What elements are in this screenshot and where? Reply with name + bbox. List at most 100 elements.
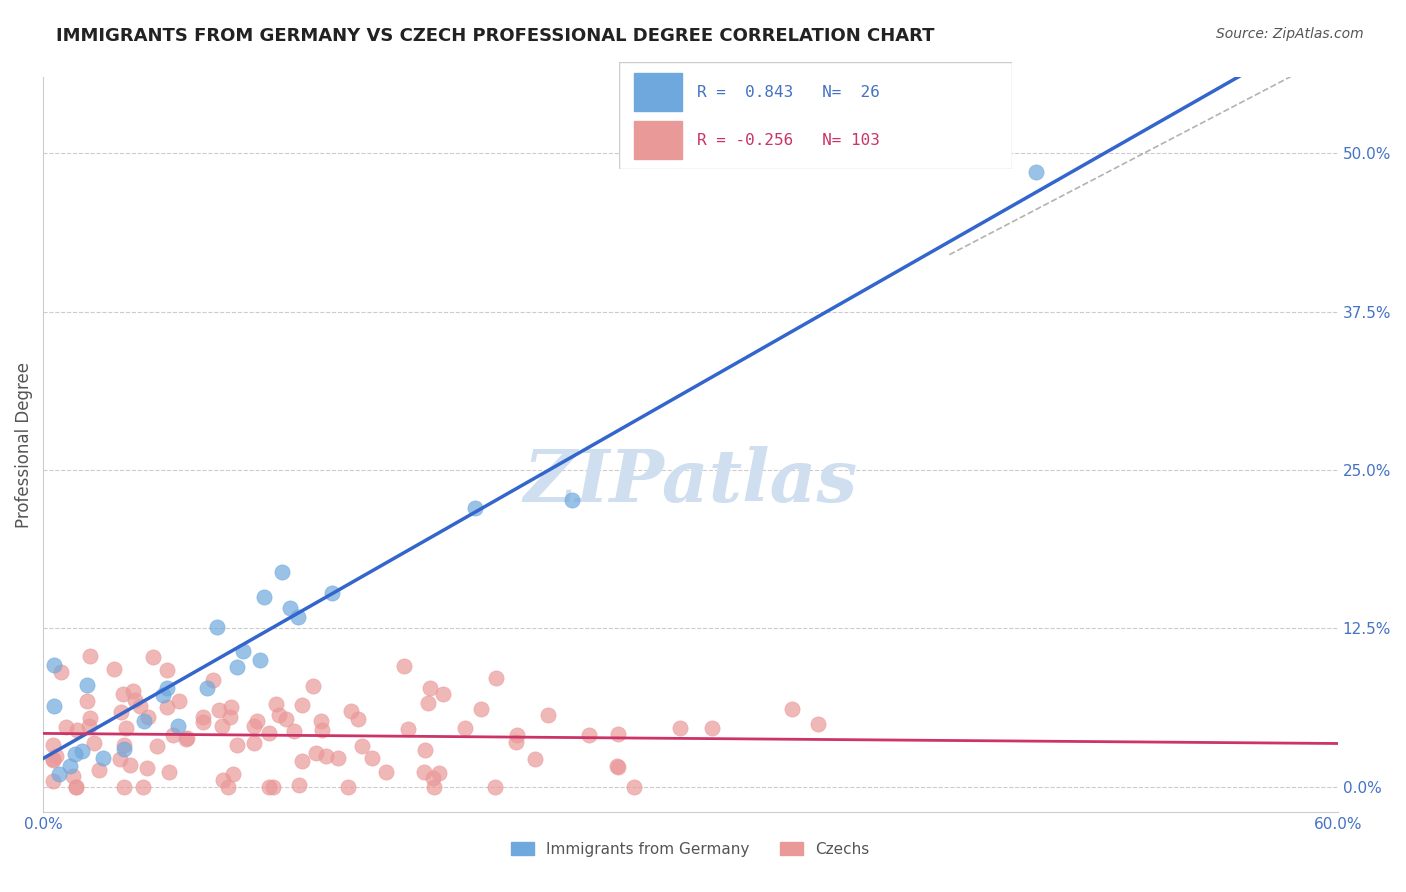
Point xyxy=(131,780,153,794)
Point xyxy=(44,657,66,672)
Point xyxy=(309,714,332,728)
Point xyxy=(524,752,547,766)
Point xyxy=(136,710,159,724)
Point xyxy=(340,704,363,718)
Point xyxy=(262,780,284,794)
Point xyxy=(108,752,131,766)
Point xyxy=(79,711,101,725)
Point xyxy=(103,662,125,676)
Point xyxy=(413,765,436,780)
Point xyxy=(111,687,134,701)
Point xyxy=(375,765,398,780)
Point xyxy=(205,620,228,634)
Point xyxy=(243,719,266,733)
Point xyxy=(42,752,65,766)
Point xyxy=(70,744,93,758)
Point xyxy=(1025,165,1047,179)
Point xyxy=(537,708,560,723)
Point xyxy=(174,732,197,747)
Point xyxy=(77,718,100,732)
Point xyxy=(145,739,167,753)
Point xyxy=(484,780,506,794)
Point xyxy=(346,712,368,726)
Point xyxy=(326,751,349,765)
Point xyxy=(287,778,309,792)
FancyBboxPatch shape xyxy=(634,121,682,159)
Point xyxy=(243,736,266,750)
Point xyxy=(283,723,305,738)
Point xyxy=(76,694,98,708)
Point xyxy=(48,766,70,780)
Text: R = -0.256   N= 103: R = -0.256 N= 103 xyxy=(697,133,880,148)
Point xyxy=(606,758,628,772)
Point xyxy=(464,501,486,516)
Point xyxy=(606,727,628,741)
Point xyxy=(305,746,328,760)
Point xyxy=(274,712,297,726)
Point xyxy=(112,742,135,756)
Point xyxy=(135,761,157,775)
Point xyxy=(278,600,301,615)
Point xyxy=(121,684,143,698)
Point xyxy=(301,679,323,693)
Point xyxy=(321,586,343,600)
Point xyxy=(167,718,190,732)
Point xyxy=(193,710,215,724)
Point xyxy=(132,714,155,728)
Point xyxy=(427,766,450,780)
Point xyxy=(232,644,254,658)
Point xyxy=(291,754,314,768)
Point xyxy=(142,649,165,664)
Point xyxy=(42,738,65,752)
Point xyxy=(561,492,583,507)
Point xyxy=(191,715,214,730)
Point xyxy=(360,750,382,764)
Text: IMMIGRANTS FROM GERMANY VS CZECH PROFESSIONAL DEGREE CORRELATION CHART: IMMIGRANTS FROM GERMANY VS CZECH PROFESS… xyxy=(56,27,935,45)
Point xyxy=(76,678,98,692)
Point xyxy=(65,780,87,794)
Point xyxy=(62,769,84,783)
Point xyxy=(485,671,508,685)
Y-axis label: Professional Degree: Professional Degree xyxy=(15,361,32,528)
Point xyxy=(669,721,692,735)
Point xyxy=(89,763,111,777)
Point xyxy=(156,699,179,714)
Point xyxy=(505,735,527,749)
Text: R =  0.843   N=  26: R = 0.843 N= 26 xyxy=(697,85,880,100)
Point xyxy=(91,750,114,764)
Point xyxy=(211,719,233,733)
Point xyxy=(226,738,249,752)
Point xyxy=(157,764,180,779)
Point xyxy=(162,729,184,743)
Point xyxy=(259,780,281,794)
Point xyxy=(578,728,600,742)
Point xyxy=(217,780,239,794)
Point xyxy=(152,688,174,702)
Point xyxy=(249,653,271,667)
Point xyxy=(124,693,146,707)
Point xyxy=(202,673,225,687)
Point xyxy=(422,771,444,785)
Point xyxy=(470,702,492,716)
Point xyxy=(311,723,333,738)
Point xyxy=(257,726,280,740)
Point xyxy=(169,693,191,707)
Point xyxy=(416,697,439,711)
Point xyxy=(269,708,291,723)
Point xyxy=(253,590,276,604)
FancyBboxPatch shape xyxy=(634,73,682,111)
Point xyxy=(419,681,441,695)
Point xyxy=(432,687,454,701)
Point xyxy=(287,609,309,624)
Point xyxy=(352,739,374,753)
Point xyxy=(156,681,179,696)
Point xyxy=(396,722,419,736)
Point xyxy=(112,780,135,794)
Point xyxy=(42,774,65,789)
Point xyxy=(219,700,242,714)
Text: ZIPatlas: ZIPatlas xyxy=(523,446,858,516)
Point xyxy=(807,717,830,731)
Point xyxy=(623,780,645,794)
Point xyxy=(114,738,136,752)
Point xyxy=(315,749,337,764)
